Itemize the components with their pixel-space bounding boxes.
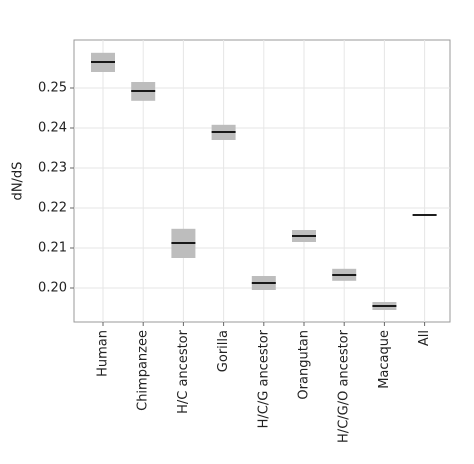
x-tick-label: Macaque <box>377 330 392 389</box>
y-tick-label: 0.23 <box>38 161 67 176</box>
y-tick-label: 0.20 <box>38 281 67 296</box>
x-tick-label: Human <box>96 330 111 377</box>
x-tick-label: Orangutan <box>297 330 312 400</box>
y-axis-label: dN/dS <box>11 162 26 201</box>
x-tick-label: H/C ancestor <box>176 329 191 414</box>
x-tick-label: Gorilla <box>216 330 231 372</box>
y-tick-label: 0.22 <box>38 201 67 216</box>
x-tick-label: H/C/G ancestor <box>256 329 271 428</box>
y-tick-label: 0.24 <box>38 121 67 136</box>
y-tick-label: 0.25 <box>38 81 67 96</box>
x-tick-label: Chimpanzee <box>136 330 151 411</box>
x-tick-label: H/C/G/O ancestor <box>337 329 352 443</box>
y-tick-label: 0.21 <box>38 241 67 256</box>
x-tick-label: All <box>417 330 432 346</box>
